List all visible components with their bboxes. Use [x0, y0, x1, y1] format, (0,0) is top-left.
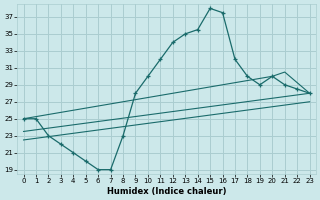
X-axis label: Humidex (Indice chaleur): Humidex (Indice chaleur)	[107, 187, 226, 196]
